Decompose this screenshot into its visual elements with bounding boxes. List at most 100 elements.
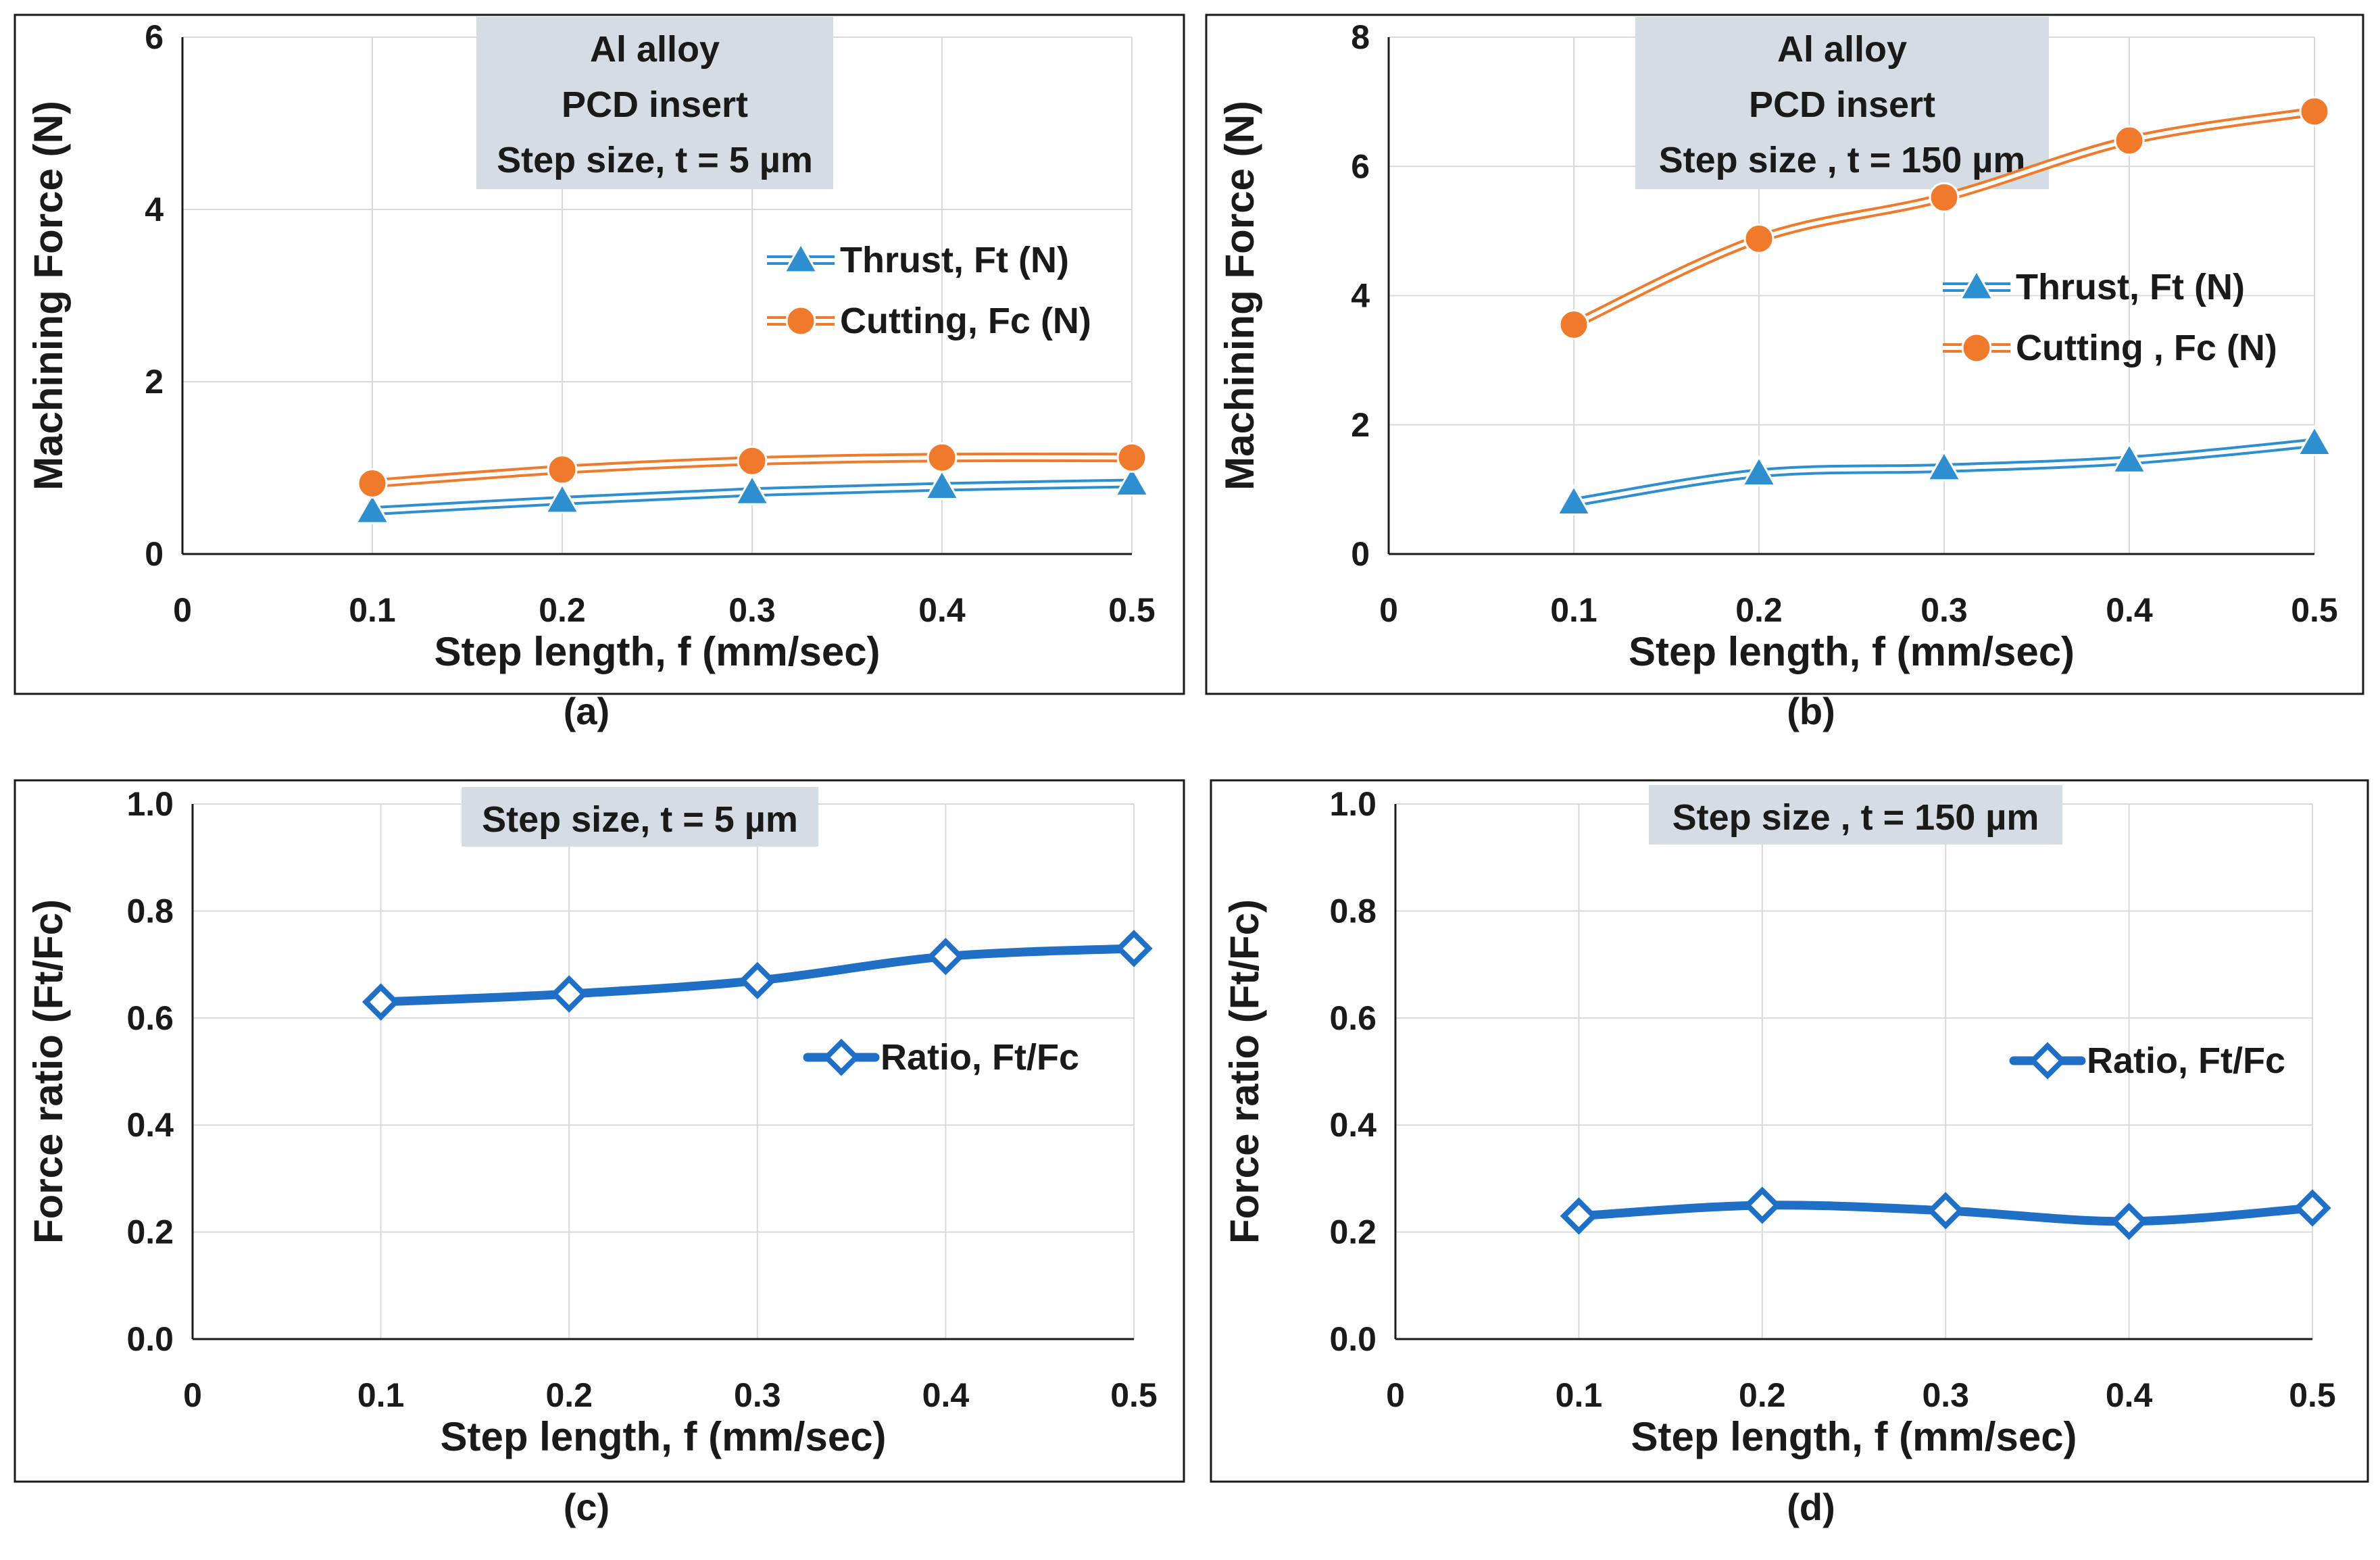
legend-marker — [1958, 268, 1995, 301]
data-point — [924, 468, 960, 501]
y-tick-label: 0.0 — [1329, 1320, 1377, 1358]
legend-label: Cutting, Fc (N) — [840, 301, 1091, 341]
panel-caption: (b) — [1787, 690, 1835, 732]
data-point — [2294, 1189, 2331, 1227]
legend-entry: Cutting , Fc (N) — [1943, 328, 2277, 368]
legend-label: Thrust, Ft (N) — [840, 240, 1069, 280]
legend-label: Ratio, Ft/Fc — [2087, 1040, 2285, 1081]
data-point — [1556, 484, 1592, 515]
legend-entry: Ratio, Ft/Fc — [803, 1037, 1079, 1078]
panel-caption: (a) — [564, 690, 610, 732]
annotation-box — [1649, 785, 2062, 845]
data-point — [547, 454, 578, 485]
data-point — [2114, 125, 2145, 156]
data-point — [357, 468, 388, 499]
legend-marker — [785, 305, 816, 336]
y-tick-label: 2 — [145, 363, 164, 401]
x-tick-label: 0.3 — [734, 1376, 781, 1414]
panel-frame — [14, 779, 1185, 1483]
data-point — [737, 445, 768, 476]
legend-marker — [1961, 332, 1992, 363]
x-tick-label: 0.2 — [1735, 591, 1783, 629]
x-axis-label: Step length, f (mm/sec) — [440, 1414, 886, 1459]
chart-panel-3: 0 0.1 0.2 0.3 0.4 0.5 0.0 0.2 0.4 0.6 0.8 1.0 Step l… — [14, 779, 1185, 1483]
legend-label: Cutting , Fc (N) — [2016, 328, 2277, 368]
x-tick-label: 0.3 — [1922, 1376, 1969, 1414]
x-axis-label: Step length, f (mm/sec) — [1629, 629, 2075, 674]
data-point — [362, 983, 400, 1021]
y-tick-label: 0.8 — [1329, 892, 1377, 930]
y-tick-label: 0.8 — [126, 892, 174, 930]
series-2 — [357, 442, 1147, 499]
y-tick-label: 0 — [145, 535, 164, 573]
y-axis-label: Machining Force (N) — [26, 101, 71, 490]
y-tick-label: 0.2 — [1329, 1213, 1377, 1251]
series-1 — [1560, 1186, 2331, 1240]
data-point — [1558, 309, 1589, 341]
annotation-box — [476, 17, 833, 189]
data-point — [544, 482, 580, 514]
series-2 — [1558, 96, 2330, 341]
y-tick-label: 4 — [1351, 277, 1370, 315]
y-axis-label: Machining Force (N) — [1217, 101, 1262, 490]
data-point — [1114, 465, 1150, 497]
legend-marker — [2029, 1042, 2066, 1080]
x-tick-label: 0.3 — [728, 591, 776, 629]
legend-entry: Thrust, Ft (N) — [767, 240, 1069, 280]
x-tick-label: 0.5 — [1110, 1376, 1158, 1414]
x-tick-label: 0 — [1386, 1376, 1405, 1414]
y-tick-label: 0 — [1351, 535, 1370, 573]
legend-entry: Thrust, Ft (N) — [1943, 267, 2245, 307]
data-point — [2299, 96, 2330, 127]
data-point — [1115, 930, 1153, 967]
y-axis-label: Force ratio (Ft/Fc) — [1222, 899, 1267, 1244]
data-point — [1743, 1186, 1781, 1224]
x-tick-label: 0.2 — [539, 591, 586, 629]
data-point — [354, 493, 391, 524]
series-1 — [354, 465, 1150, 524]
y-tick-label: 0.4 — [126, 1106, 174, 1144]
series-1 — [362, 930, 1153, 1021]
data-point — [550, 975, 588, 1013]
data-point — [2110, 1203, 2148, 1240]
data-point — [739, 961, 776, 1000]
x-tick-label: 0.4 — [2106, 1376, 2153, 1414]
legend-marker — [822, 1038, 860, 1076]
y-tick-label: 0.6 — [126, 999, 174, 1037]
y-tick-label: 0.6 — [1329, 999, 1377, 1037]
legend-label: Ratio, Ft/Fc — [881, 1037, 1079, 1078]
data-point — [1560, 1197, 1598, 1235]
y-tick-label: 0.2 — [126, 1213, 174, 1251]
annotation-text: PCD insert — [1749, 84, 1935, 125]
x-axis-label: Step length, f (mm/sec) — [434, 629, 880, 674]
panel-frame — [1210, 779, 2369, 1483]
data-point — [926, 938, 965, 976]
y-tick-label: 2 — [1351, 406, 1370, 444]
x-tick-label: 0.4 — [918, 591, 966, 629]
annotation-box — [462, 787, 818, 847]
x-tick-label: 0.1 — [349, 591, 396, 629]
legend-label: Thrust, Ft (N) — [2016, 267, 2245, 307]
data-point — [1743, 223, 1775, 254]
x-tick-label: 0.4 — [2106, 591, 2153, 629]
data-point — [1116, 442, 1147, 473]
y-tick-label: 1.0 — [1329, 785, 1377, 823]
legend-entry: Cutting, Fc (N) — [767, 301, 1091, 341]
x-tick-label: 0.4 — [922, 1376, 970, 1414]
annotation-text: PCD insert — [562, 84, 748, 125]
x-tick-label: 0.1 — [1556, 1376, 1603, 1414]
annotation-text: Al alloy — [590, 29, 720, 70]
annotation-text: Al alloy — [1777, 29, 1907, 70]
x-tick-label: 0.1 — [357, 1376, 405, 1414]
x-tick-label: 0.5 — [2291, 591, 2338, 629]
chart-panel-4: 0 0.1 0.2 0.3 0.4 0.5 0.0 0.2 0.4 0.6 0.8 1.0 Step l… — [1210, 779, 2369, 1483]
annotation-text: Step size, t = 5 µm — [482, 799, 798, 840]
y-tick-label: 8 — [1351, 18, 1370, 56]
annotation-text: Step size, t = 5 µm — [497, 140, 813, 180]
x-tick-label: 0.5 — [2289, 1376, 2336, 1414]
x-tick-label: 0.5 — [1108, 591, 1156, 629]
annotation-box — [1635, 17, 2049, 189]
y-tick-label: 6 — [145, 18, 164, 56]
x-tick-label: 0 — [183, 1376, 202, 1414]
